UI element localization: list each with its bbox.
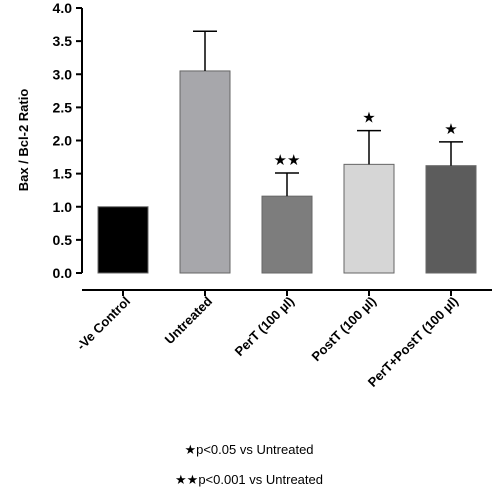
significance-marker-4: ★: [362, 109, 375, 127]
category-label-5: PerT+PostT (100 µl): [365, 294, 461, 390]
bar-1: [97, 206, 149, 274]
legend-symbol-2: ★★: [175, 473, 199, 488]
category-labels: -Ve Control Untreated PerT (100 µl) PostT (…: [73, 293, 461, 389]
significance-marker-3: ★★: [274, 151, 301, 169]
bar-2: [179, 70, 231, 274]
category-label-1: -Ve Control: [73, 294, 133, 354]
bar-5: [425, 165, 477, 274]
y-tick-label: 4.0: [53, 0, 73, 16]
error-bars: [193, 30, 463, 197]
legend-text-1: p<0.05 vs Untreated: [196, 442, 314, 457]
legend-entry-2: ★★p<0.001 vs Untreated: [0, 472, 498, 488]
bars: [97, 70, 477, 274]
bar-4: [343, 163, 395, 274]
x-axis: [82, 289, 492, 296]
category-label-3: PerT (100 µl): [232, 294, 297, 359]
y-axis-label: Bax / Bcl-2 Ratio: [16, 89, 31, 192]
y-tick-label: 2.0: [53, 133, 73, 149]
y-tick-label: 0.5: [53, 232, 73, 248]
y-tick-label: 3.0: [53, 66, 73, 82]
significance-marker-5: ★: [444, 120, 457, 138]
category-label-4: PostT (100 µl): [309, 294, 380, 365]
y-tick-label: 0.0: [53, 265, 73, 281]
legend-symbol-1: ★: [184, 443, 197, 458]
y-tick-label: 1.5: [53, 166, 73, 182]
y-tick-label: 1.0: [53, 199, 73, 215]
y-tick-label: 2.5: [53, 99, 73, 115]
y-tick-label: 3.5: [53, 33, 73, 49]
bar-3: [261, 195, 313, 274]
significance-markers: ★★★★: [274, 109, 458, 169]
legend-entry-1: ★p<0.05 vs Untreated: [0, 442, 498, 458]
y-axis: 0.0 0.5 1.0 1.5 2.0 2.5 3.0 3.5 4.0: [53, 0, 83, 281]
legend-text-2: p<0.001 vs Untreated: [198, 472, 323, 487]
category-label-2: Untreated: [162, 293, 216, 347]
